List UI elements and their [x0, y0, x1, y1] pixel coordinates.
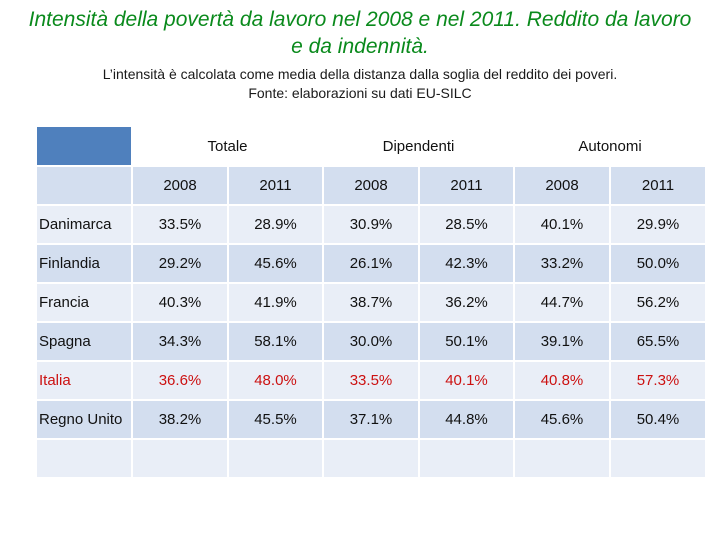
empty-cell [609, 438, 707, 479]
year-header: 2008 [513, 165, 611, 206]
value-cell: 40.1% [513, 204, 611, 245]
empty-cell [35, 438, 133, 479]
group-header-autonomi: Autonomi [513, 125, 707, 167]
value-cell: 29.9% [609, 204, 707, 245]
country-cell: Regno Unito [35, 399, 133, 440]
subtitle-source: Fonte: elaborazioni su dati EU-SILC [248, 85, 472, 101]
poverty-intensity-table: Totale Dipendenti Autonomi 2008 2011 200… [35, 125, 707, 479]
table-row: Spagna 34.3% 58.1% 30.0% 50.1% 39.1% 65.… [35, 321, 707, 362]
value-cell: 37.1% [322, 399, 420, 440]
value-cell: 45.5% [227, 399, 324, 440]
table-row: Finlandia 29.2% 45.6% 26.1% 42.3% 33.2% … [35, 243, 707, 284]
value-cell: 50.0% [609, 243, 707, 284]
year-header-empty [35, 165, 133, 206]
value-cell: 39.1% [513, 321, 611, 362]
group-header-dipendenti: Dipendenti [322, 125, 515, 167]
empty-row [35, 438, 707, 479]
table-row: Regno Unito 38.2% 45.5% 37.1% 44.8% 45.6… [35, 399, 707, 440]
year-header: 2008 [322, 165, 420, 206]
value-cell: 28.5% [418, 204, 515, 245]
table-row: Francia 40.3% 41.9% 38.7% 36.2% 44.7% 56… [35, 282, 707, 323]
country-cell: Italia [35, 360, 133, 401]
value-cell: 48.0% [227, 360, 324, 401]
year-header-row: 2008 2011 2008 2011 2008 2011 [35, 165, 707, 206]
value-cell: 44.7% [513, 282, 611, 323]
value-cell: 41.9% [227, 282, 324, 323]
value-cell: 58.1% [227, 321, 324, 362]
country-cell: Francia [35, 282, 133, 323]
value-cell: 38.2% [131, 399, 229, 440]
value-cell: 30.9% [322, 204, 420, 245]
value-cell: 33.5% [131, 204, 229, 245]
value-cell: 40.1% [418, 360, 515, 401]
value-cell: 34.3% [131, 321, 229, 362]
empty-cell [513, 438, 611, 479]
value-cell: 29.2% [131, 243, 229, 284]
value-cell: 26.1% [322, 243, 420, 284]
group-header-row: Totale Dipendenti Autonomi [35, 125, 707, 167]
subtitle-method: L’intensità è calcolata come media della… [102, 66, 618, 82]
value-cell: 50.4% [609, 399, 707, 440]
value-cell: 44.8% [418, 399, 515, 440]
value-cell: 38.7% [322, 282, 420, 323]
value-cell: 42.3% [418, 243, 515, 284]
value-cell: 40.3% [131, 282, 229, 323]
value-cell: 45.6% [227, 243, 324, 284]
value-cell: 57.3% [609, 360, 707, 401]
empty-cell [131, 438, 229, 479]
slide-title: Intensità della povertà da lavoro nel 20… [28, 8, 692, 58]
value-cell: 50.1% [418, 321, 515, 362]
value-cell: 40.8% [513, 360, 611, 401]
group-header-totale: Totale [131, 125, 324, 167]
value-cell: 33.2% [513, 243, 611, 284]
year-header: 2011 [227, 165, 324, 206]
year-header: 2011 [418, 165, 515, 206]
slide-subtitle: L’intensità è calcolata come media della… [20, 65, 700, 103]
value-cell: 56.2% [609, 282, 707, 323]
country-cell: Finlandia [35, 243, 133, 284]
empty-cell [227, 438, 324, 479]
year-header: 2008 [131, 165, 229, 206]
empty-cell [322, 438, 420, 479]
country-cell: Danimarca [35, 204, 133, 245]
corner-cell [35, 125, 133, 167]
value-cell: 33.5% [322, 360, 420, 401]
value-cell: 36.6% [131, 360, 229, 401]
value-cell: 65.5% [609, 321, 707, 362]
empty-cell [418, 438, 515, 479]
year-header: 2011 [609, 165, 707, 206]
table-row-highlighted: Italia 36.6% 48.0% 33.5% 40.1% 40.8% 57.… [35, 360, 707, 401]
country-cell: Spagna [35, 321, 133, 362]
value-cell: 30.0% [322, 321, 420, 362]
value-cell: 45.6% [513, 399, 611, 440]
value-cell: 36.2% [418, 282, 515, 323]
value-cell: 28.9% [227, 204, 324, 245]
table-row: Danimarca 33.5% 28.9% 30.9% 28.5% 40.1% … [35, 204, 707, 245]
